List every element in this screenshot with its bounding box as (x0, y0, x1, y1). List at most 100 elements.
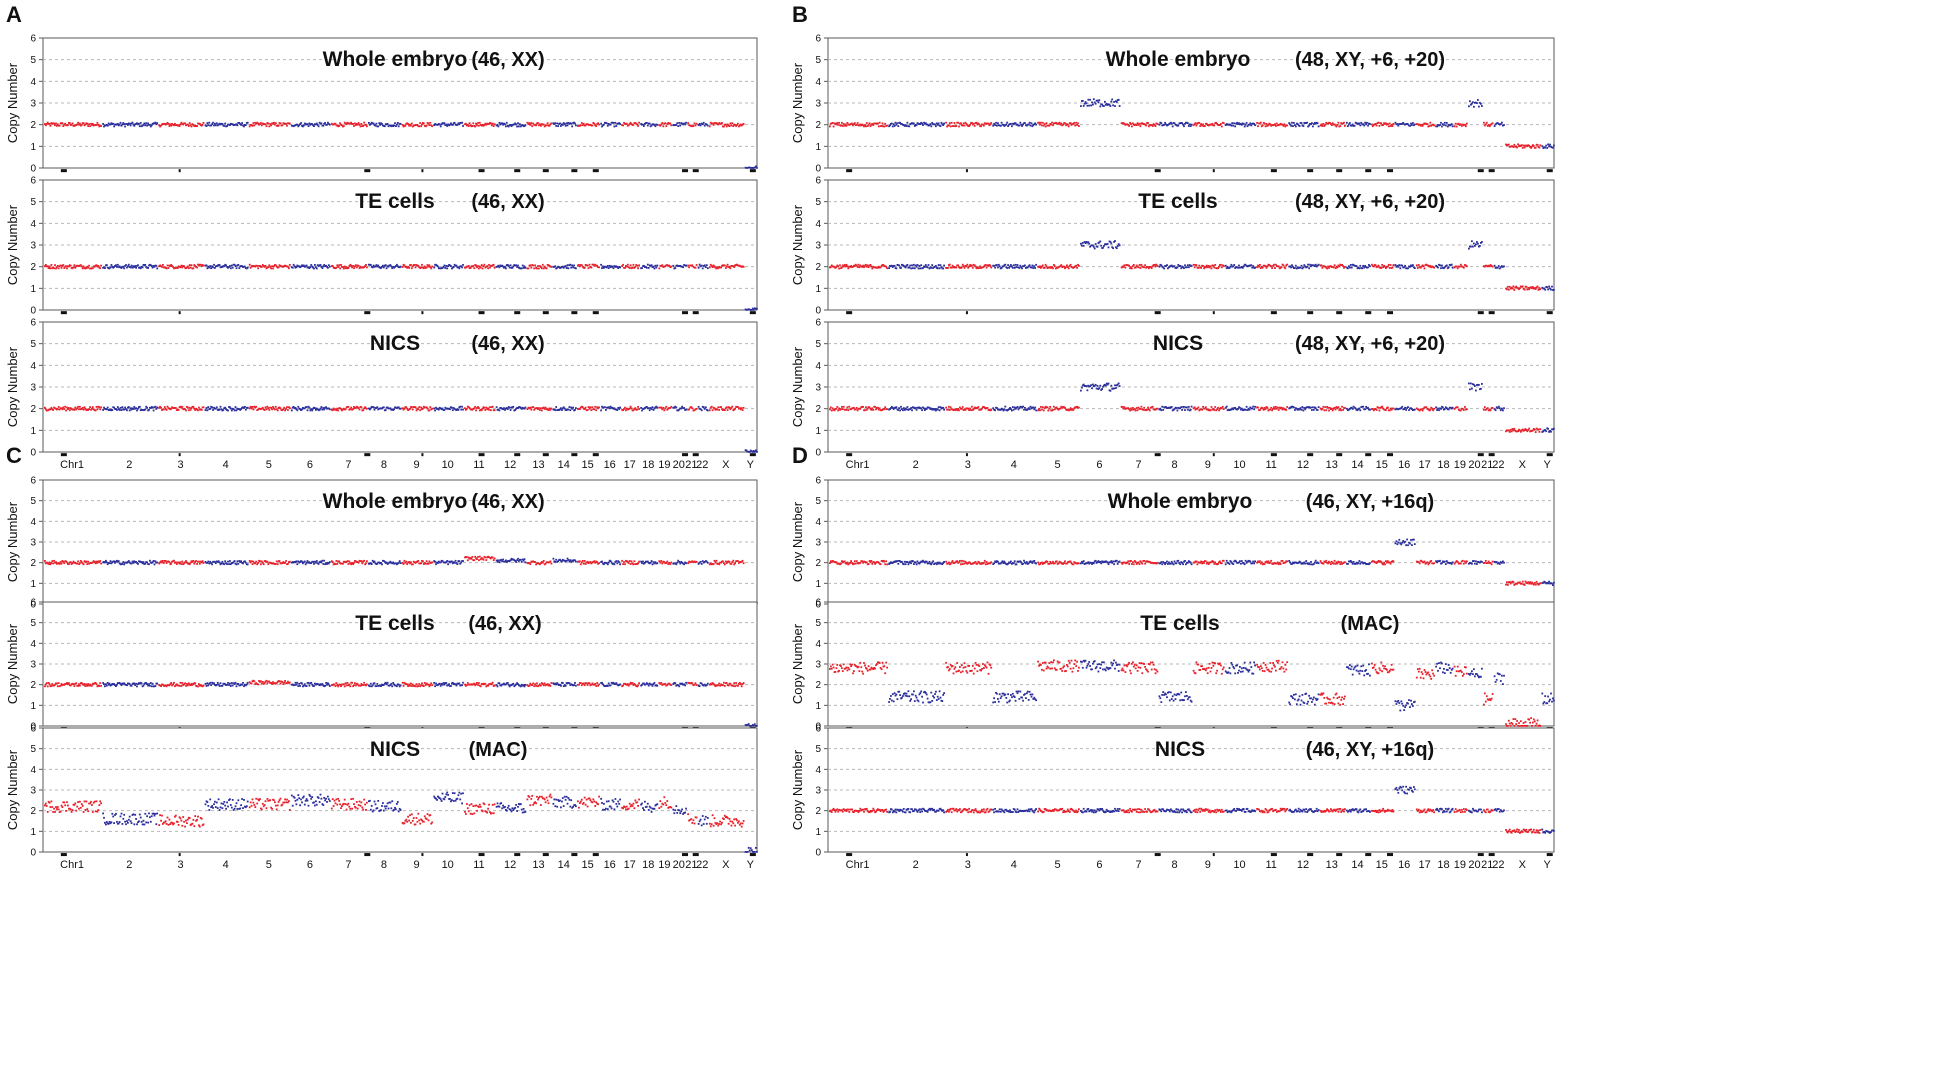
data-point (443, 264, 446, 267)
data-point (1266, 125, 1269, 127)
data-point (445, 123, 448, 126)
data-point (1016, 123, 1019, 126)
data-point (676, 409, 679, 412)
data-point (242, 562, 244, 565)
data-point (733, 123, 736, 126)
data-point (1150, 267, 1153, 270)
data-point (930, 407, 933, 410)
data-point (174, 266, 177, 269)
data-point (168, 561, 171, 564)
data-point (299, 123, 301, 125)
data-point (347, 267, 350, 269)
data-point (378, 266, 381, 268)
data-point (1458, 409, 1461, 412)
data-point (355, 266, 358, 269)
y-tick-label: 3 (815, 383, 821, 394)
data-point (900, 405, 902, 408)
data-point (595, 125, 598, 127)
data-point (1347, 125, 1349, 127)
data-point (1093, 384, 1096, 387)
data-point (932, 123, 934, 126)
data-point (1544, 288, 1547, 291)
data-point (1348, 122, 1351, 124)
data-point (276, 266, 279, 269)
data-point (918, 265, 921, 267)
data-point (936, 123, 939, 126)
data-point (437, 407, 439, 410)
chromosome-label: 3 (965, 459, 971, 471)
data-point (478, 124, 480, 127)
data-point (284, 409, 286, 412)
data-point (199, 124, 202, 126)
data-point (579, 408, 581, 410)
data-point (170, 562, 173, 565)
data-point (1230, 124, 1233, 127)
data-point (178, 562, 181, 565)
data-point (70, 563, 73, 565)
data-point (179, 405, 182, 408)
data-point (365, 264, 367, 266)
data-point (462, 264, 464, 266)
data-point (877, 406, 879, 409)
data-point (1037, 409, 1039, 412)
data-point (1360, 267, 1363, 269)
data-point (273, 407, 275, 410)
data-point (349, 408, 352, 411)
data-point (1276, 406, 1279, 409)
data-point (684, 409, 686, 411)
data-point (1259, 121, 1262, 124)
data-point (729, 122, 732, 125)
data-point (559, 408, 561, 411)
data-point (562, 266, 565, 269)
data-point (111, 265, 114, 268)
data-point (366, 125, 368, 128)
data-point (669, 407, 672, 409)
data-point (246, 121, 249, 124)
centromere-mark (1336, 169, 1343, 173)
data-point (220, 562, 223, 565)
data-point (1260, 125, 1263, 128)
data-point (1080, 105, 1082, 107)
data-point (1282, 407, 1285, 410)
data-point (956, 264, 959, 267)
data-point (534, 123, 536, 126)
data-point (49, 408, 52, 411)
data-point (873, 266, 876, 269)
data-point (348, 122, 351, 125)
data-point (597, 407, 599, 410)
data-point (956, 121, 959, 124)
data-point (1388, 122, 1391, 125)
data-point (903, 265, 906, 268)
data-point (1139, 408, 1142, 410)
data-point (905, 125, 908, 127)
data-point (273, 121, 275, 124)
y-axis-label: Copy Number (5, 346, 20, 427)
data-point (1471, 102, 1473, 105)
data-point (656, 264, 659, 267)
data-point (962, 122, 965, 125)
data-point (91, 122, 94, 125)
data-point (562, 122, 565, 124)
data-point (687, 264, 689, 267)
data-point (833, 409, 836, 412)
data-point (1135, 264, 1138, 267)
sample-title: Whole embryo (323, 48, 468, 71)
chromosome-label: 7 (1136, 459, 1142, 471)
data-point (879, 125, 882, 127)
data-point (50, 562, 53, 564)
data-point (1134, 409, 1137, 412)
data-point (1491, 407, 1494, 409)
data-point (870, 408, 873, 411)
data-point (645, 266, 648, 269)
data-point (1136, 122, 1139, 125)
data-point (621, 408, 623, 411)
data-point (1186, 264, 1189, 267)
data-point (653, 124, 656, 126)
data-point (829, 406, 832, 409)
data-point (1389, 264, 1392, 266)
data-point (883, 408, 886, 410)
data-point (108, 562, 111, 564)
data-point (1401, 405, 1404, 408)
sample-title: TE cells (1138, 190, 1217, 213)
